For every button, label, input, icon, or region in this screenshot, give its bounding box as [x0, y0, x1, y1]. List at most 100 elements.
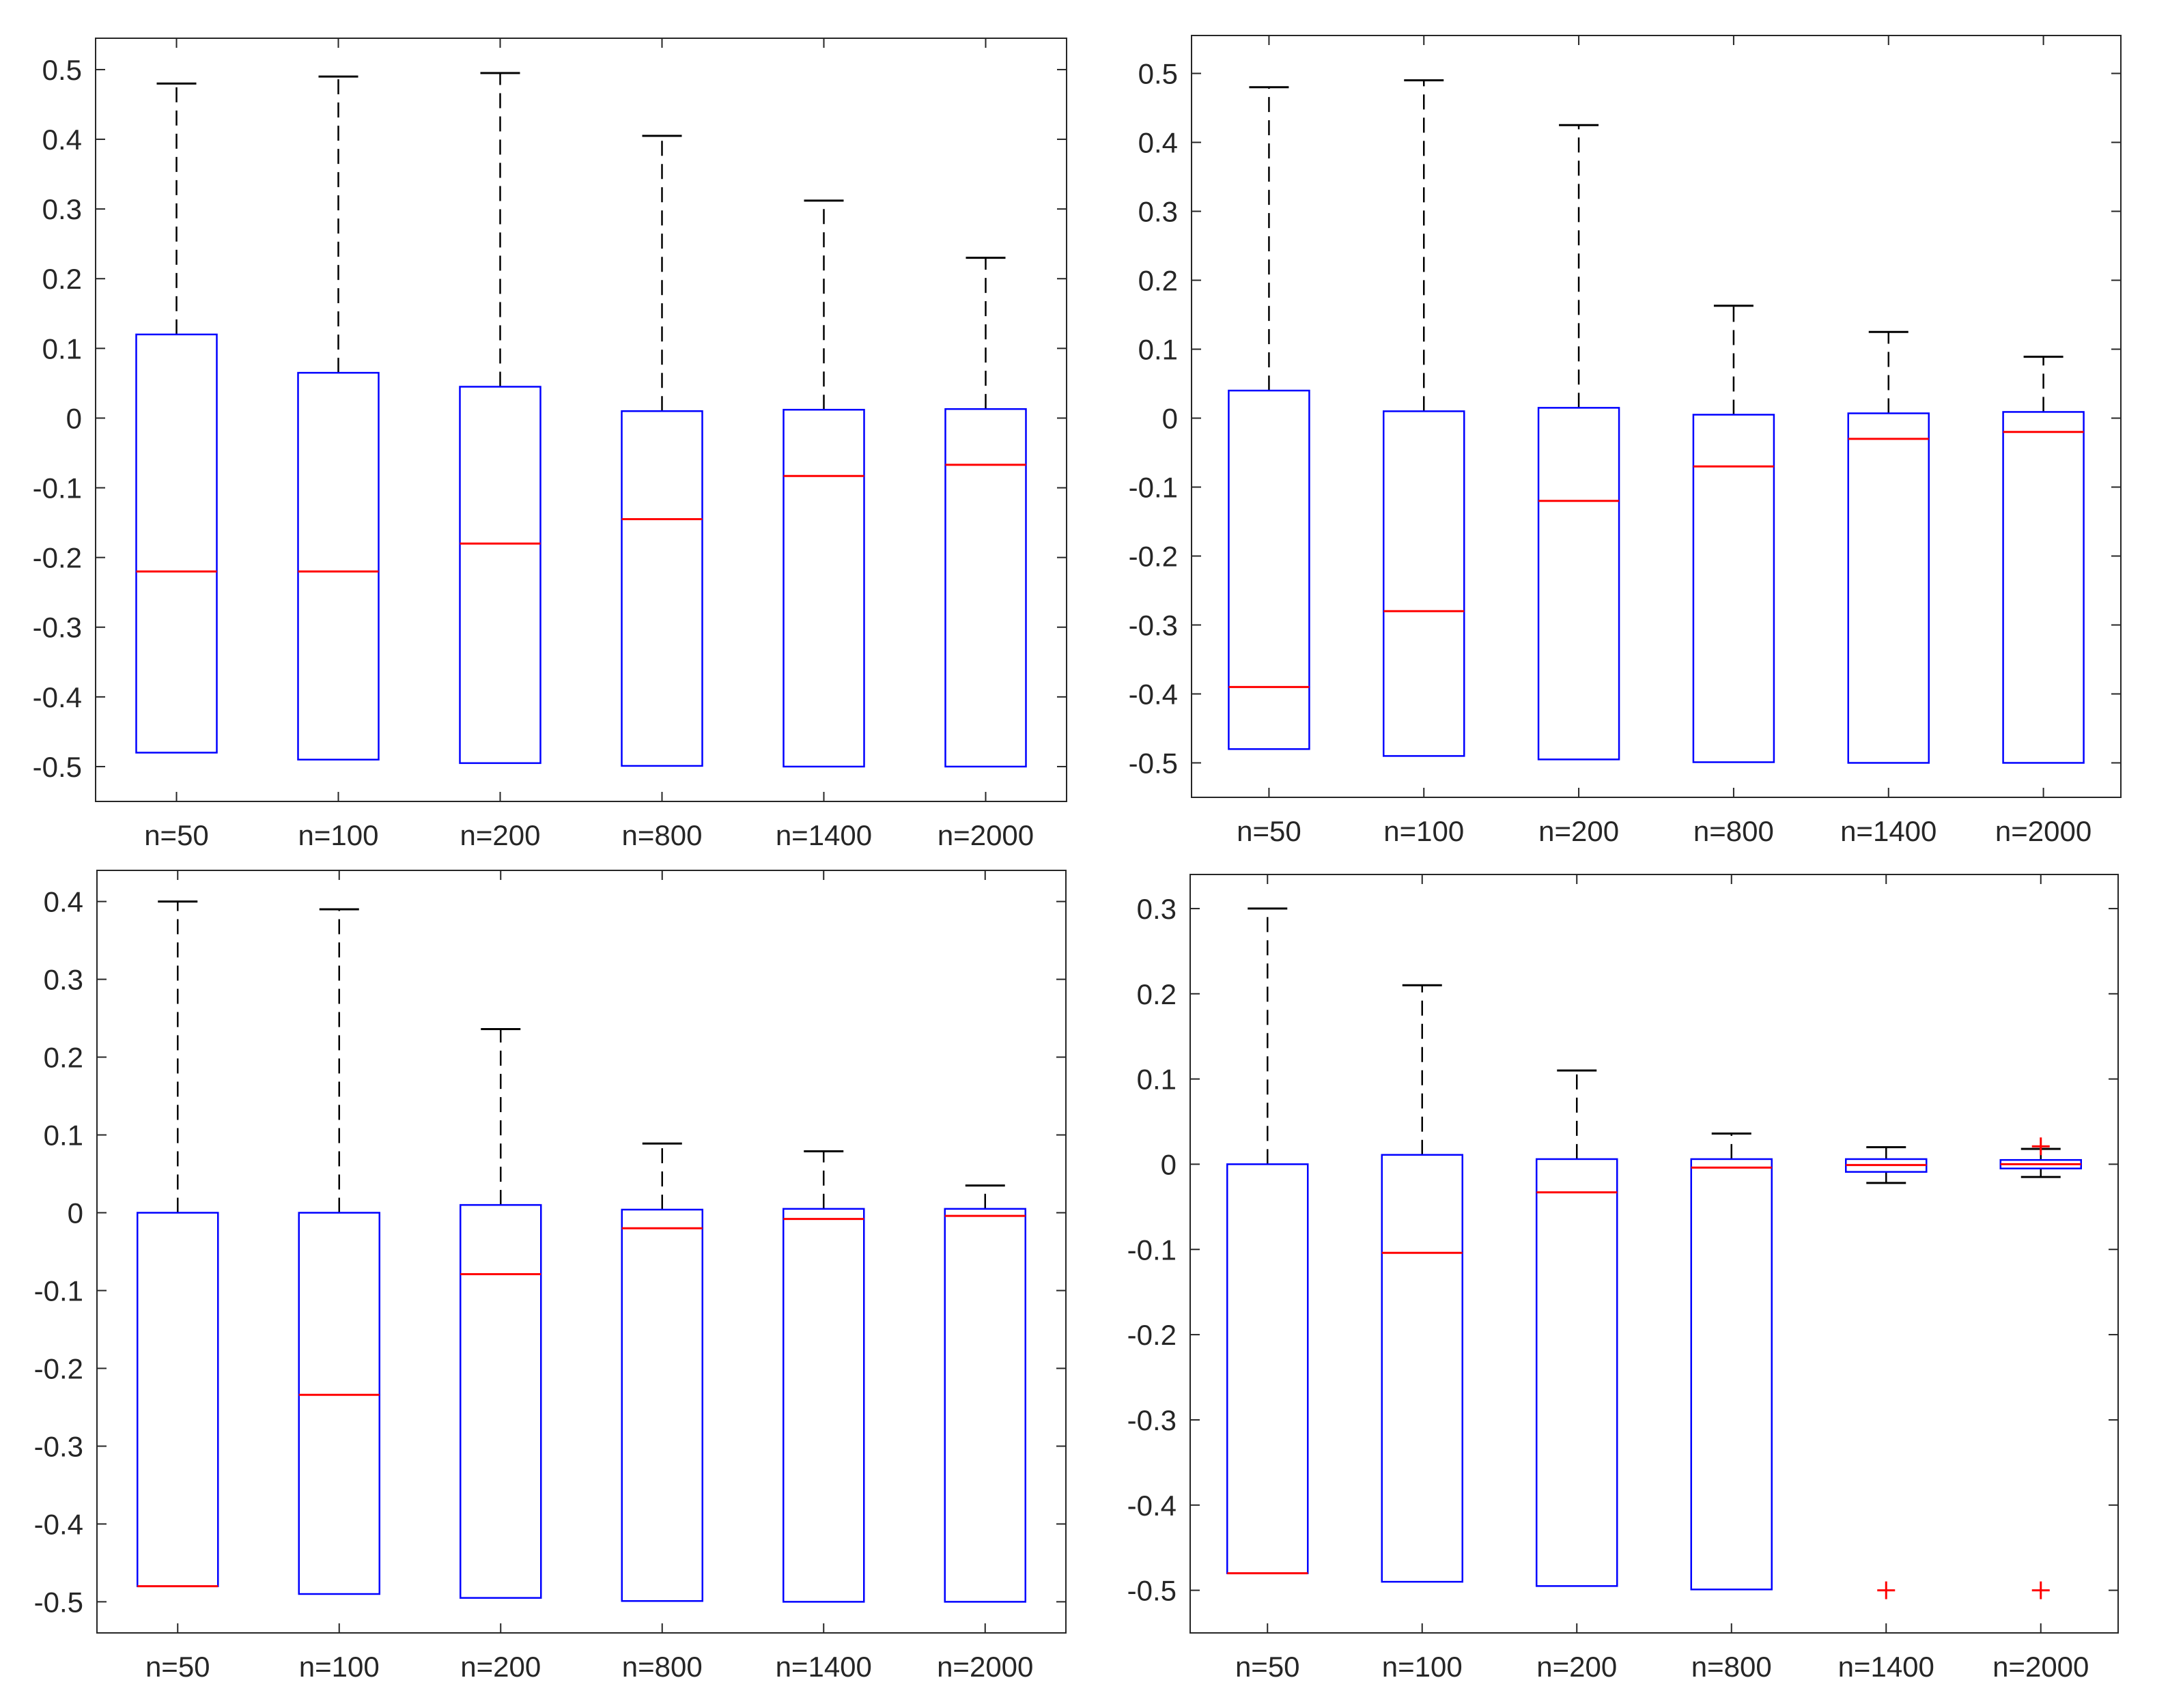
box-n=50: [1226, 907, 1309, 1575]
iqr-box: [1383, 410, 1465, 757]
y-tick-label: 0.1: [1138, 334, 1178, 366]
y-tick-label: -0.2: [34, 1352, 83, 1384]
y-tick-label: -0.4: [33, 681, 82, 713]
y-tick-label: -0.1: [34, 1275, 83, 1307]
x-tick-label: n=200: [1538, 815, 1619, 847]
box-n=50: [135, 82, 218, 754]
y-tick-label: -0.4: [1127, 1490, 1177, 1522]
boxplot-panel-bottom-right: 0.3 0.2 0.1 0 -0.1 -0.2 -0.3 -0.4 -0.5 n=50 n=100 n…: [1127, 874, 2119, 1683]
box-n=2000: [944, 1184, 1026, 1603]
y-tick-label: 0.1: [42, 332, 82, 365]
x-tick-label: n=200: [1536, 1651, 1617, 1683]
box-n=100: [298, 908, 380, 1595]
box-n=100: [1381, 984, 1463, 1583]
box-n=1400: [783, 199, 865, 768]
axes-frame: [1191, 35, 2122, 798]
iqr-box: [459, 386, 541, 765]
y-tick-label: 0: [1161, 1148, 1177, 1180]
axes-frame: [95, 38, 1067, 802]
y-tick-label: -0.1: [33, 472, 82, 504]
iqr-box: [1536, 1158, 1618, 1587]
x-tick-label: n=50: [1237, 815, 1301, 847]
y-tick-label: 0.5: [1138, 58, 1178, 90]
x-tick-label: n=50: [1235, 1651, 1300, 1683]
x-tick-label: n=200: [460, 1651, 541, 1683]
y-tick-label: 0: [66, 402, 82, 434]
iqr-box: [298, 1212, 380, 1595]
y-tick-label: 0.2: [1138, 265, 1178, 297]
iqr-box: [1847, 412, 1930, 764]
y-tick-label: 0.3: [42, 193, 82, 225]
box-n=100: [297, 75, 380, 760]
y-tick-label: 0.4: [44, 886, 83, 918]
iqr-box: [1228, 389, 1310, 750]
box-n=800: [1692, 304, 1775, 763]
y-tick-label: 0.2: [42, 263, 82, 295]
y-tick-label: -0.3: [1127, 1404, 1177, 1436]
x-tick-label: n=800: [1691, 1651, 1772, 1683]
box-n=2000: [2002, 356, 2085, 764]
iqr-box: [783, 1208, 865, 1603]
y-tick-label: 0.2: [1137, 978, 1177, 1010]
iqr-box: [2002, 411, 2085, 764]
box-n=1400: [1847, 330, 1930, 764]
x-tick-label: n=1400: [1840, 815, 1936, 847]
box-n=800: [1690, 1132, 1773, 1591]
x-tick-label: n=100: [1382, 1651, 1463, 1683]
box-n=1400: [1845, 1145, 1928, 1599]
y-tick-label: -0.2: [1127, 1319, 1177, 1351]
y-tick-label: -0.3: [33, 612, 82, 644]
box-n=100: [1383, 79, 1465, 757]
iqr-box: [621, 1208, 703, 1602]
y-tick-label: -0.3: [1129, 610, 1178, 642]
iqr-box: [944, 408, 1027, 768]
axes-frame: [1189, 874, 2119, 1634]
iqr-box: [1690, 1158, 1773, 1591]
box-n=50: [1228, 86, 1310, 750]
box-n=50: [137, 900, 219, 1588]
box-n=2000: [1999, 1137, 2082, 1599]
y-tick-label: 0.1: [1137, 1064, 1177, 1096]
y-tick-label: 0.3: [44, 964, 83, 996]
y-tick-label: 0: [1162, 403, 1178, 435]
iqr-box: [135, 333, 218, 754]
y-tick-label: -0.2: [1129, 541, 1178, 573]
y-tick-label: -0.5: [34, 1586, 83, 1618]
box-n=200: [1536, 1069, 1618, 1587]
iqr-box: [1381, 1154, 1463, 1583]
iqr-box: [783, 408, 865, 768]
y-tick-label: 0: [68, 1197, 83, 1229]
box-n=200: [460, 1028, 542, 1599]
x-tick-label: n=100: [299, 1651, 380, 1683]
y-tick-label: 0.3: [1137, 893, 1177, 925]
boxplot-panel-top-left: 0.5 0.4 0.3 0.2 0.1 0 -0.1 -0.2 -0.3 -0.4 -0.5 n=50…: [33, 38, 1067, 851]
box-n=800: [621, 134, 703, 767]
box-n=1400: [783, 1150, 865, 1603]
box-n=800: [621, 1142, 703, 1602]
x-tick-label: n=2000: [937, 1651, 1033, 1683]
box-n=2000: [944, 257, 1027, 768]
y-tick-label: -0.1: [1127, 1234, 1177, 1266]
iqr-box: [297, 371, 380, 760]
y-tick-label: 0.3: [1138, 196, 1178, 228]
x-tick-label: n=50: [144, 819, 209, 851]
x-tick-label: n=2000: [938, 819, 1034, 851]
box-n=200: [459, 72, 541, 765]
iqr-box: [460, 1204, 542, 1599]
x-tick-label: n=1400: [776, 819, 872, 851]
x-tick-label: n=100: [1383, 815, 1464, 847]
iqr-box: [1537, 407, 1620, 760]
y-tick-label: -0.4: [1129, 679, 1178, 711]
boxplot-panel-bottom-left: 0.4 0.3 0.2 0.1 0 -0.1 -0.2 -0.3 -0.4 -0.5 n=50 n=1…: [34, 870, 1067, 1683]
y-tick-label: 0.4: [42, 124, 82, 156]
y-tick-label: 0.4: [1138, 127, 1178, 159]
boxplot-panel-top-right: 0.5 0.4 0.3 0.2 0.1 0 -0.1 -0.2 -0.3 -0.4 -0.5 n=50…: [1129, 35, 2122, 847]
x-tick-label: n=1400: [1838, 1651, 1934, 1683]
x-tick-label: n=800: [622, 1651, 703, 1683]
outlier-marker: [2031, 1137, 2050, 1156]
outlier-marker: [1877, 1581, 1896, 1599]
y-tick-label: 0.2: [44, 1042, 83, 1074]
y-tick-label: -0.4: [34, 1508, 83, 1540]
